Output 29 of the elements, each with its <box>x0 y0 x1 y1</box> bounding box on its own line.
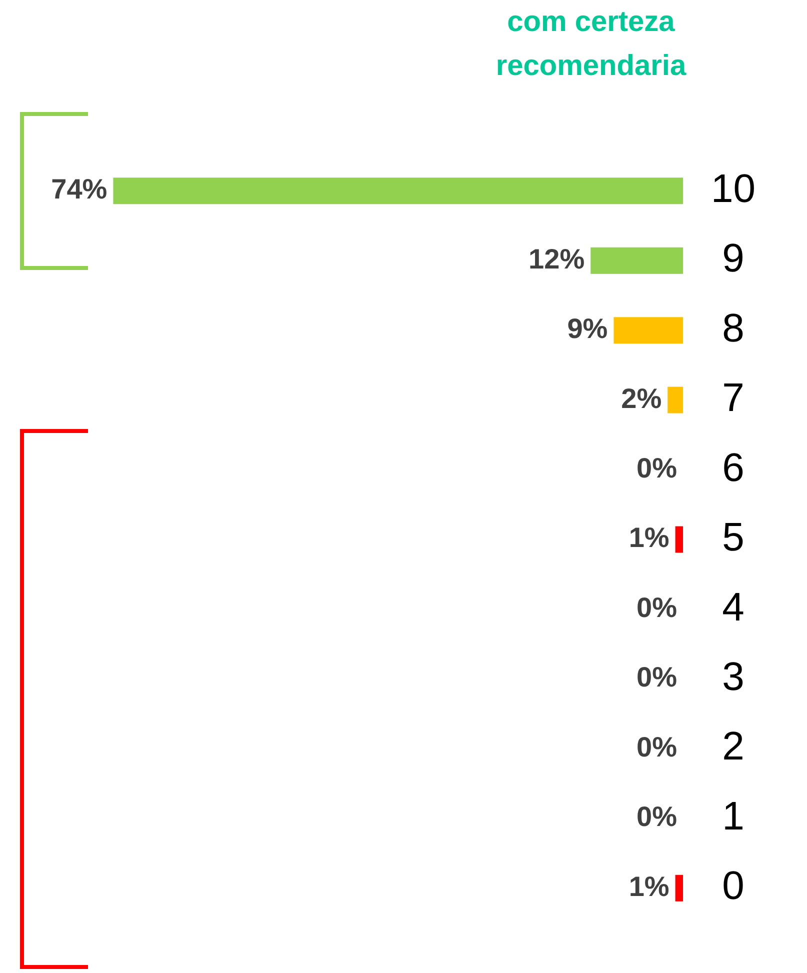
y-tick-label: 3 <box>722 654 744 699</box>
data-label: 0% <box>636 731 678 762</box>
y-tick-label: 7 <box>722 376 744 420</box>
bar <box>590 247 683 274</box>
y-tick-label: 0 <box>722 864 744 908</box>
bar <box>675 526 683 553</box>
y-tick-label: 8 <box>722 306 744 350</box>
y-tick-label: 9 <box>722 236 744 281</box>
bar <box>113 178 683 204</box>
data-label: 1% <box>628 522 670 554</box>
data-label: 12% <box>528 243 585 274</box>
data-label: 0% <box>636 452 678 484</box>
y-tick-label: 2 <box>722 724 744 769</box>
y-tick-label: 4 <box>722 585 744 630</box>
y-tick-label: 6 <box>722 446 744 490</box>
y-tick-label: 10 <box>710 166 756 211</box>
data-label: 0% <box>636 592 678 623</box>
y-tick-label: 5 <box>722 516 744 560</box>
chart-title: com certeza recomendaria <box>494 5 688 84</box>
data-label: 74% <box>51 174 108 205</box>
bar <box>614 317 683 344</box>
bar <box>675 874 683 902</box>
data-label: 0% <box>636 662 678 693</box>
bar <box>668 386 683 414</box>
data-label: 1% <box>628 870 670 902</box>
y-tick-label: 1 <box>722 794 744 838</box>
data-label: 2% <box>621 382 662 414</box>
data-label: 9% <box>567 313 608 344</box>
data-label: 0% <box>636 801 678 832</box>
